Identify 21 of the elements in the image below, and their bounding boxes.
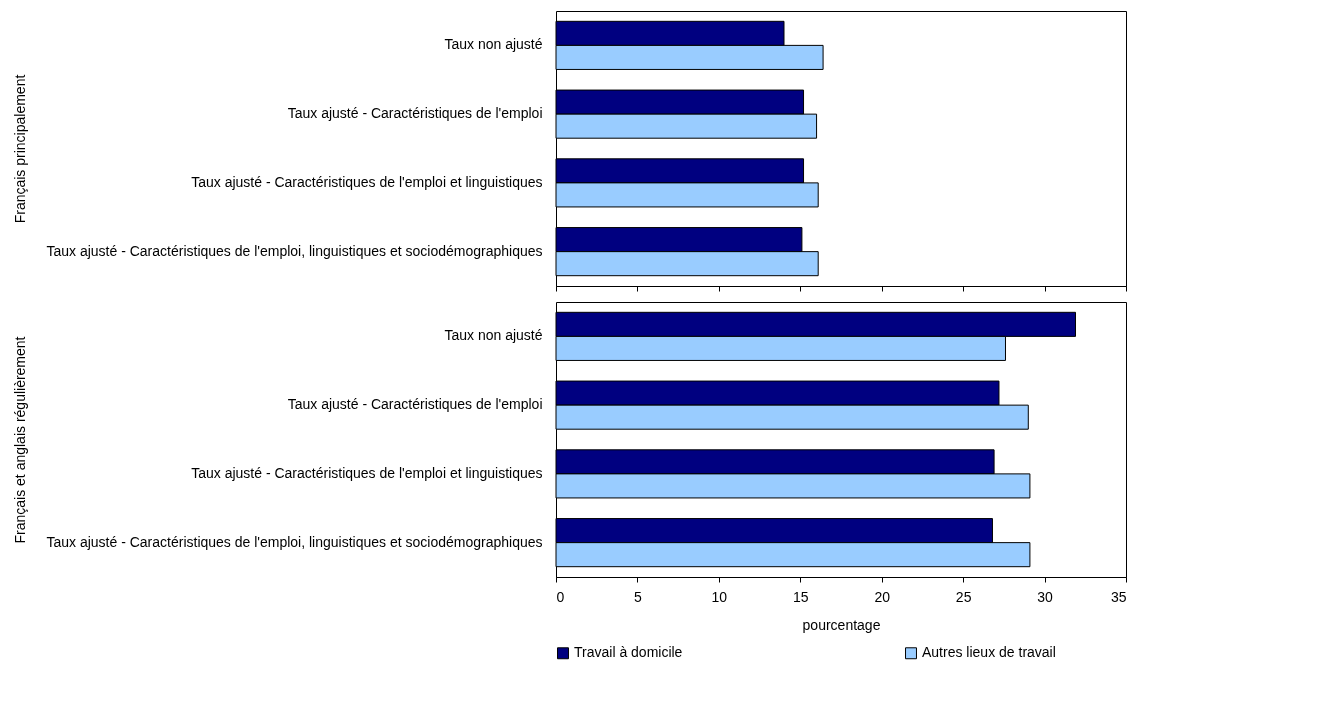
y-tick-label: Taux ajusté - Caractéristiques de l'emploi, linguistiques et sociodémographiques bbox=[46, 242, 543, 259]
x-tick-label: 20 bbox=[874, 588, 891, 605]
legend-label: Autres lieux de travail bbox=[922, 644, 1056, 661]
x-tick-label: 0 bbox=[556, 588, 565, 605]
x-tick-label: 10 bbox=[711, 588, 728, 605]
y-tick-label: Taux ajusté - Caractéristiques de l'emploi, linguistiques et sociodémographiques bbox=[46, 533, 543, 550]
legend-label: Travail à domicile bbox=[574, 644, 683, 661]
y-axis-title: Français et anglais régulièrement bbox=[12, 336, 29, 544]
y-tick-label: Taux ajusté - Caractéristiques de l'emploi et linguistiques bbox=[191, 464, 543, 481]
x-tick-label: 25 bbox=[955, 588, 972, 605]
y-axis-title: Français principalement bbox=[12, 74, 29, 224]
y-tick-label: Taux non ajusté bbox=[444, 327, 543, 344]
y-tick-label: Taux ajusté - Caractéristiques de l'emploi bbox=[287, 105, 543, 122]
x-tick-label: 35 bbox=[1110, 588, 1127, 605]
x-tick-label: 15 bbox=[793, 588, 809, 605]
x-tick-label: 30 bbox=[1037, 588, 1054, 605]
x-tick-label: 5 bbox=[634, 588, 643, 605]
y-tick-label: Taux ajusté - Caractéristiques de l'emploi bbox=[287, 396, 543, 413]
x-axis-title: pourcentage bbox=[802, 616, 881, 633]
y-tick-label: Taux ajusté - Caractéristiques de l'emploi et linguistiques bbox=[191, 173, 543, 190]
y-tick-label: Taux non ajusté bbox=[444, 36, 543, 53]
